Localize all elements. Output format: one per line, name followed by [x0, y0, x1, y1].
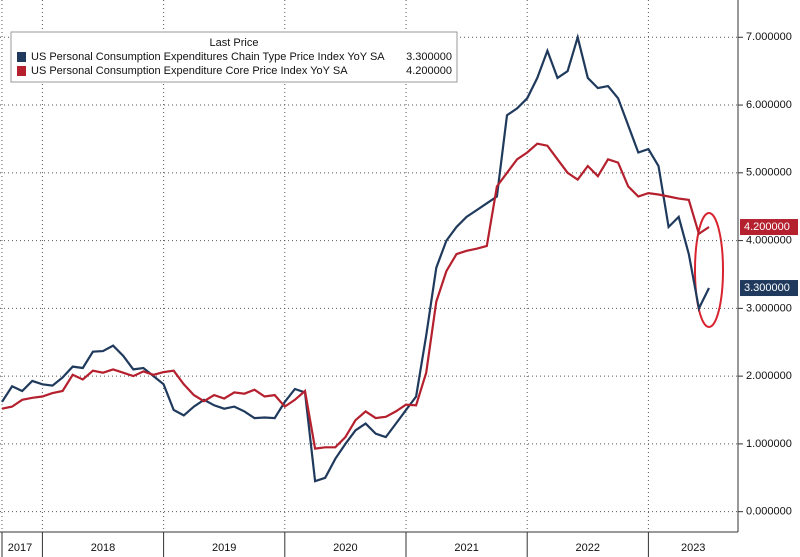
x-tick-label: 2022: [576, 542, 600, 554]
y-tick-label: 0.000000: [746, 506, 792, 518]
x-tick-label: 2019: [212, 542, 236, 554]
x-tick-label: 2021: [454, 542, 478, 554]
legend-label: US Personal Consumption Expenditure Core…: [31, 65, 348, 77]
last-price-label: 3.300000: [744, 282, 790, 294]
legend-box: [10, 31, 458, 83]
highlight-ellipse: [694, 212, 724, 328]
y-tick-label: 4.000000: [746, 234, 792, 246]
legend-value: 3.300000: [406, 51, 452, 63]
series-line: [1, 142, 710, 450]
last-price-tag: [740, 219, 798, 236]
legend-swatch: [17, 66, 26, 76]
y-tick-label: 6.000000: [746, 99, 792, 111]
x-tick-label: 2020: [333, 542, 357, 554]
x-tick-label: 2018: [91, 542, 115, 554]
y-tick-label: 5.000000: [746, 167, 792, 179]
legend-swatch: [17, 52, 26, 62]
y-tick-label: 7.000000: [746, 31, 792, 43]
y-tick-label: 2.000000: [746, 370, 792, 382]
legend-label: US Personal Consumption Expenditures Cha…: [31, 51, 385, 63]
x-tick-label: 2023: [681, 542, 705, 554]
legend-value: 4.200000: [406, 65, 452, 77]
last-price-tag: [740, 280, 798, 297]
last-price-label: 4.200000: [744, 221, 790, 233]
y-tick-label: 3.000000: [746, 302, 792, 314]
x-tick-label: 2017: [8, 542, 32, 554]
series-line: [1, 33, 710, 483]
legend-title: Last Price: [210, 37, 259, 49]
y-tick-label: 1.000000: [746, 438, 792, 450]
legend: Last Price US Personal Consumption Expen…: [10, 31, 458, 83]
